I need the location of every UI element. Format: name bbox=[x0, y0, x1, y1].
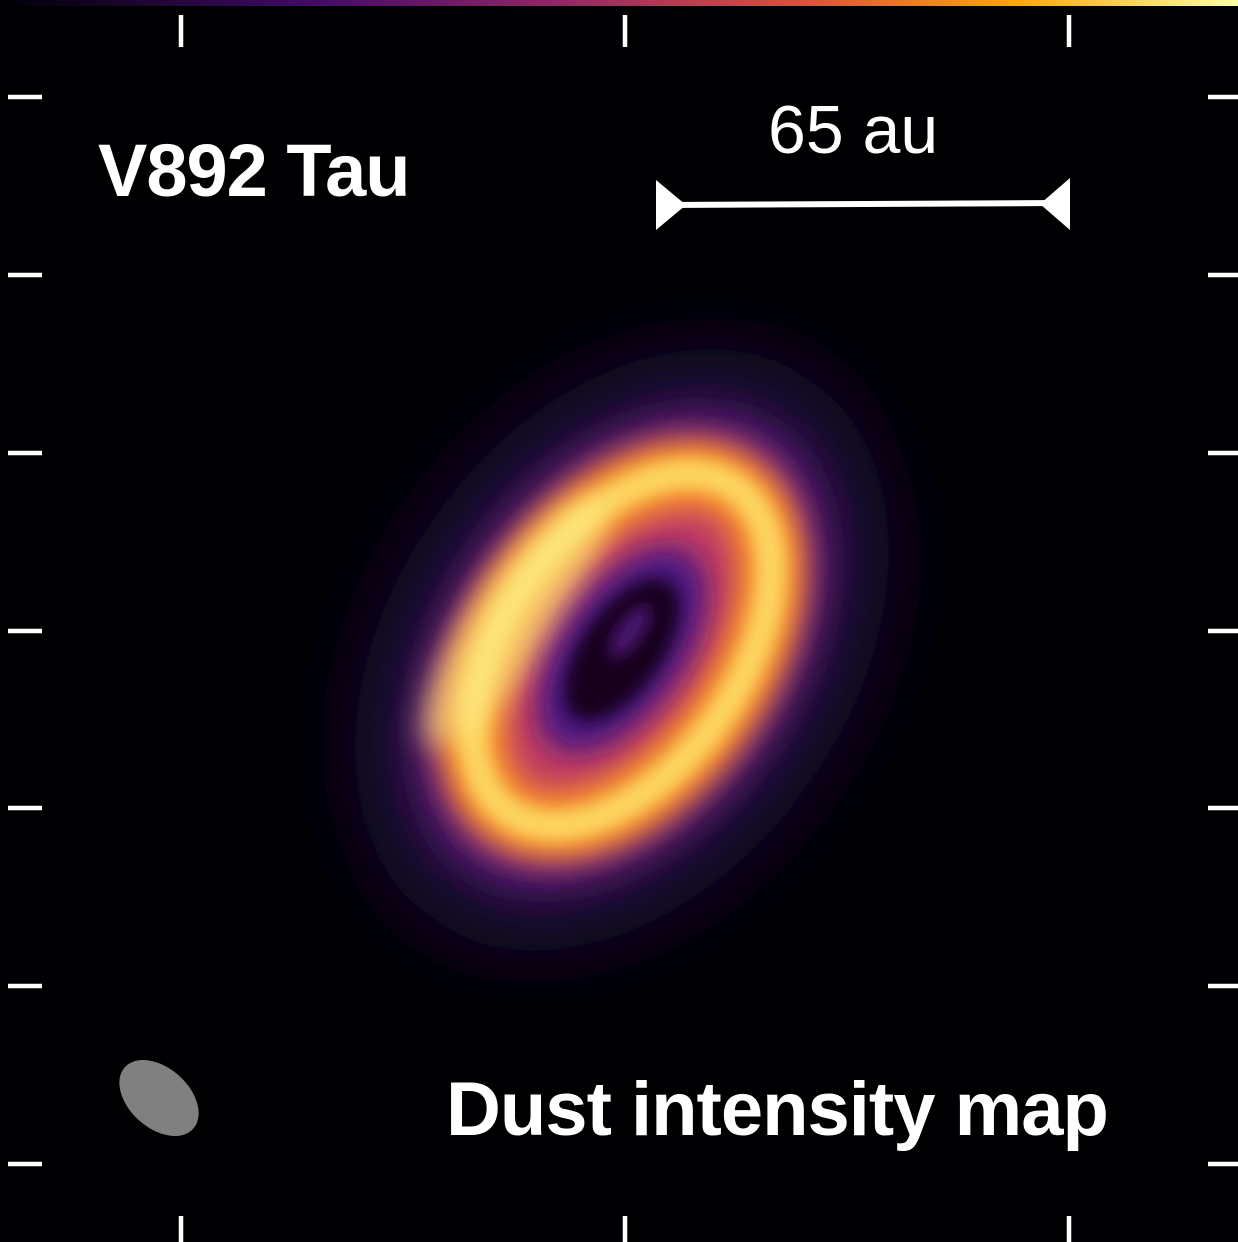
colorbar-edge bbox=[0, 0, 1238, 6]
scale-bar-label: 65 au bbox=[768, 92, 939, 168]
ring-bright-arc bbox=[420, 497, 606, 748]
beam-ellipse bbox=[119, 1059, 199, 1137]
scale-bar bbox=[656, 178, 1070, 230]
target-name-label: V892 Tau bbox=[98, 129, 410, 212]
protoplanetary-disk bbox=[354, 349, 890, 951]
axis-ticks bbox=[8, 15, 1238, 1242]
map-caption: Dust intensity map bbox=[446, 1067, 1109, 1152]
central-emission bbox=[609, 604, 652, 659]
